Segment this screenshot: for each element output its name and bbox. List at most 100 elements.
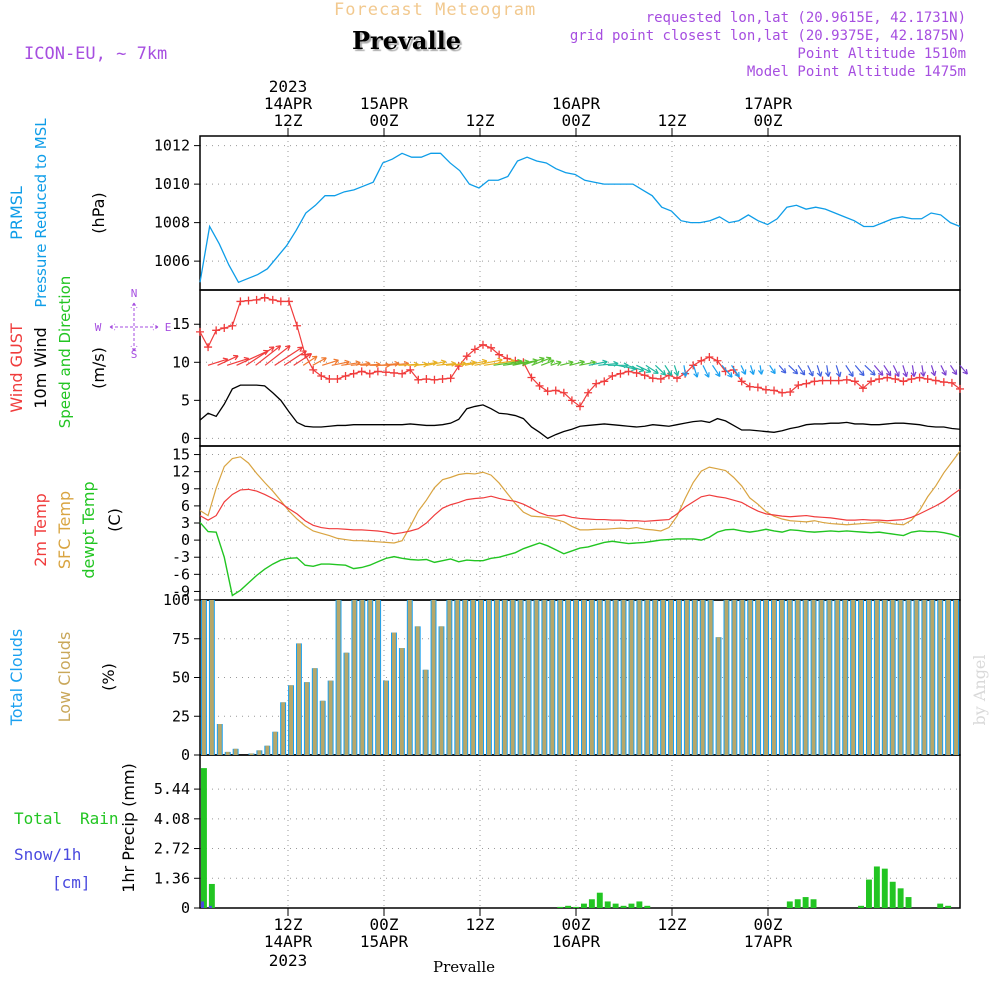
- wind-direction-arrow: [245, 346, 275, 366]
- grid-point-coords: grid point closest lon,lat (20.9375E, 42…: [569, 28, 966, 44]
- wind-gust-marker: [778, 388, 787, 397]
- low-cloud-bar: [502, 600, 507, 755]
- wind-arrow-head: [311, 355, 318, 361]
- wind-arrow-head: [894, 371, 900, 377]
- low-cloud-bar: [360, 600, 365, 755]
- wind-arrow-head: [824, 371, 831, 377]
- wind-direction-arrow: [540, 359, 555, 366]
- precip-axis-label: 1hr Precip (mm): [119, 763, 138, 893]
- low-cloud-bar: [898, 600, 903, 755]
- bottom-date-label: 16APR: [552, 932, 601, 951]
- low-cloud-bar: [518, 600, 523, 755]
- rain-bar: [945, 905, 952, 908]
- wind-gust-marker: [794, 381, 803, 390]
- wind-arrow-head: [333, 358, 339, 365]
- low-cloud-bar: [867, 600, 871, 755]
- wind-direction-arrow: [379, 362, 400, 366]
- low-cloud-bar: [882, 600, 887, 755]
- rain-bar: [905, 897, 912, 908]
- bottom-hour-label: 12Z: [658, 915, 687, 934]
- wind-direction-arrow: [569, 361, 585, 366]
- wind-direction-arrow: [464, 360, 487, 366]
- wind-direction-arrow: [778, 364, 787, 374]
- rain-bar: [786, 901, 793, 908]
- wind-direction-arrow: [902, 365, 908, 377]
- top-hour-label: 12Z: [274, 111, 303, 130]
- y-tick-label: -3: [172, 548, 190, 566]
- top-hour-label: 12Z: [466, 111, 495, 130]
- wind-arrow-head: [877, 370, 884, 376]
- y-tick-label: 1010: [154, 175, 190, 193]
- watermark: by Angel: [970, 654, 989, 725]
- wind-gust-marker: [438, 375, 447, 384]
- wind-gust-marker: [931, 376, 940, 385]
- low-cloud-bar: [297, 643, 301, 755]
- wind-direction-arrow: [426, 360, 446, 366]
- low-cloud-bar: [447, 600, 452, 755]
- wind-arrow-head: [749, 369, 756, 375]
- y-tick-label: 50: [172, 669, 190, 687]
- wind-direction-arrow: [493, 360, 523, 366]
- wind-arrow-head: [297, 346, 303, 352]
- dewpoint-label: dewpt Temp: [79, 481, 98, 578]
- wind-direction-arrow: [759, 365, 763, 375]
- rain-bar: [596, 892, 603, 908]
- wind-gust-marker: [753, 383, 762, 392]
- wind-gust-marker: [309, 365, 318, 374]
- low-cloud-bar: [534, 600, 539, 755]
- wind-direction-arrow: [949, 365, 958, 375]
- snow-bar: [208, 905, 212, 908]
- bottom-date-label: 15APR: [360, 932, 409, 951]
- pressure-line: [199, 152, 961, 284]
- y-tick-label: 4.08: [154, 810, 190, 828]
- bottom-date-label: 17APR: [744, 932, 793, 951]
- y-tick-label: 0: [181, 746, 190, 764]
- rain-bar: [573, 906, 579, 908]
- wind-arrow-head: [727, 372, 733, 378]
- wind-gust-marker: [640, 371, 649, 380]
- rain-bar: [810, 899, 817, 908]
- bottom-hour-label: 00Z: [562, 915, 591, 934]
- wind-arrow-head: [816, 371, 823, 377]
- low-cloud-bar: [407, 600, 412, 755]
- low-cloud-bar: [684, 600, 689, 755]
- wind-gust-marker: [624, 367, 633, 376]
- rain-bar: [604, 901, 611, 908]
- wind-direction-arrow: [521, 357, 545, 366]
- low-cloud-bar: [748, 600, 753, 755]
- wind-unit: (m/s): [89, 347, 108, 389]
- low-cloud-bar: [661, 600, 666, 755]
- low-cloud-bar: [597, 600, 602, 755]
- wind-direction-arrow: [769, 365, 776, 374]
- wind-arrow-head: [673, 370, 680, 377]
- wind-gust-marker: [284, 297, 293, 306]
- wind-gust-line: [199, 296, 961, 408]
- wind-direction-arrow: [797, 365, 806, 376]
- low-cloud-bar: [669, 600, 673, 755]
- wind-arrow-head: [758, 369, 764, 375]
- low-cloud-bar: [946, 600, 951, 755]
- wind-arrow-head: [808, 370, 814, 377]
- rain-bar: [581, 903, 587, 908]
- wind-gust-marker: [705, 352, 714, 361]
- rain-label-rain: Rain: [80, 809, 119, 828]
- low-cloud-bar: [621, 600, 626, 755]
- low-cloud-bar: [589, 600, 594, 755]
- wind-direction-arrow: [226, 357, 249, 366]
- rain-bar: [208, 883, 215, 908]
- wind-gust-marker: [842, 375, 851, 384]
- wind-direction-arrow: [645, 364, 659, 374]
- wind-direction-arrow: [598, 362, 619, 366]
- wind-gust-marker: [883, 373, 892, 382]
- rain-bar: [612, 903, 619, 908]
- wind-direction-arrow: [217, 355, 239, 366]
- low-cloud-bar: [859, 600, 863, 755]
- temp-2m-label: 2m Temp: [31, 493, 50, 567]
- low-cloud-bar: [431, 600, 436, 755]
- wind-gust-marker: [867, 377, 876, 386]
- wind-arrow-head: [951, 369, 958, 376]
- y-tick-label: 25: [172, 707, 190, 725]
- wind-gust-marker: [495, 350, 504, 359]
- wind-direction-arrow: [692, 365, 698, 378]
- wind-gust-marker: [608, 371, 617, 380]
